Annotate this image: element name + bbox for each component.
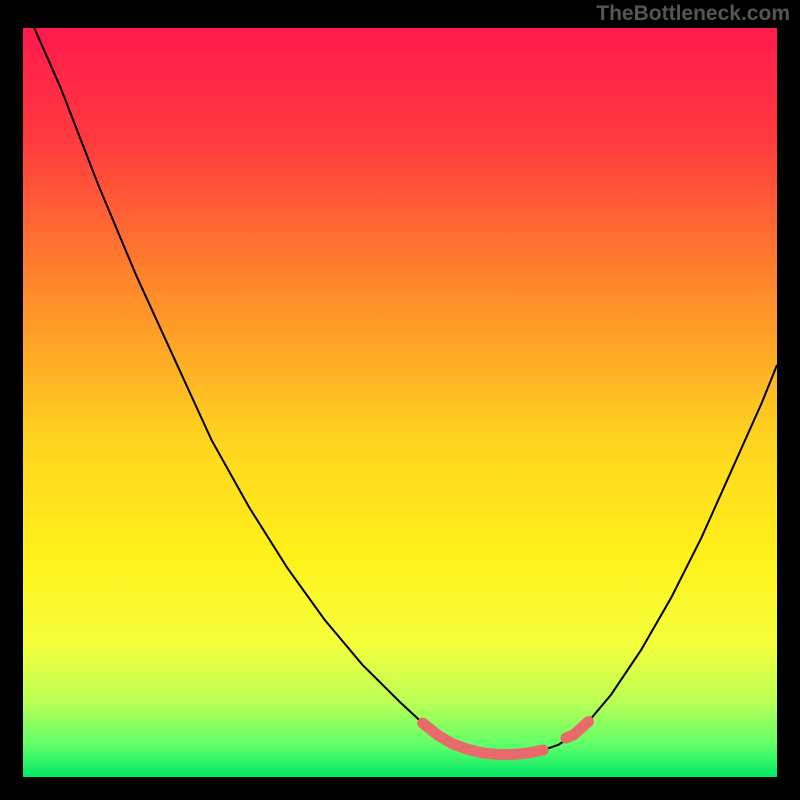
chart-container: TheBottleneck.com [0, 0, 800, 800]
plot-area [23, 28, 777, 777]
watermark-text: TheBottleneck.com [596, 2, 790, 26]
gradient-background [23, 28, 777, 777]
